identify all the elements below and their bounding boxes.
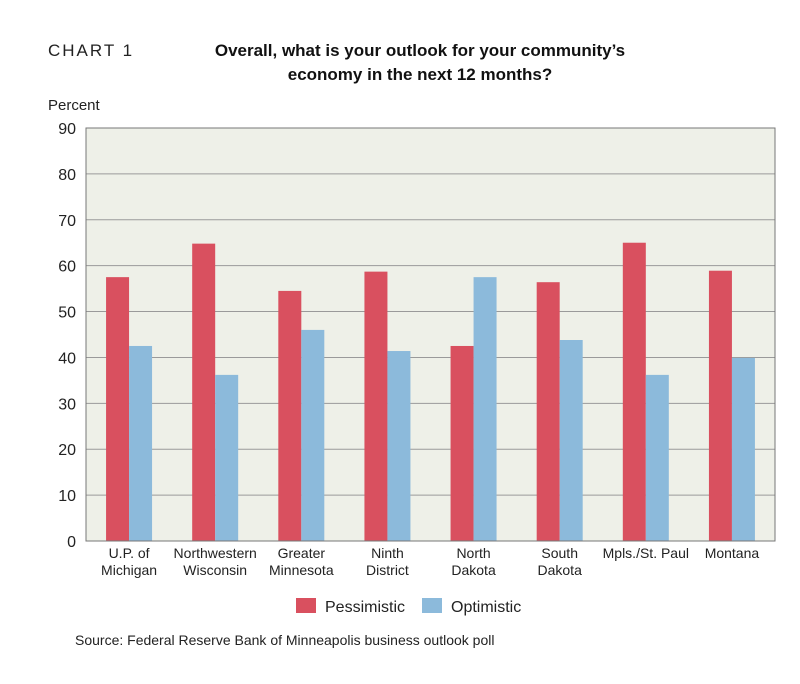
chart-title-line-2: economy in the next 12 months? xyxy=(288,65,553,84)
legend-label-pessimistic: Pessimistic xyxy=(325,599,405,616)
bar-pessimistic xyxy=(708,270,732,541)
bar-optimistic xyxy=(129,345,153,541)
y-tick-label: 0 xyxy=(67,534,76,551)
bar-optimistic xyxy=(645,374,669,541)
legend-label-optimistic: Optimistic xyxy=(451,599,521,616)
bar-pessimistic xyxy=(536,282,560,541)
plot-area xyxy=(86,128,775,541)
y-tick-label: 70 xyxy=(58,213,76,230)
y-tick-label: 20 xyxy=(58,442,76,459)
x-tick-label: Minnesota xyxy=(269,562,334,578)
y-tick-label: 40 xyxy=(58,350,76,367)
bar-pessimistic xyxy=(450,345,474,541)
bar-optimistic xyxy=(387,351,411,541)
x-tick-label: District xyxy=(366,562,409,578)
x-tick-label: Mpls./St. Paul xyxy=(603,545,689,561)
x-tick-label: Ninth xyxy=(371,545,404,561)
y-axis-label: Percent xyxy=(48,97,101,114)
bar-optimistic xyxy=(215,374,239,541)
x-tick-label: Michigan xyxy=(101,562,157,578)
y-tick-label: 10 xyxy=(58,488,76,505)
legend-swatch-pessimistic xyxy=(296,598,316,613)
legend-swatch-optimistic xyxy=(422,598,442,613)
x-tick-label: Dakota xyxy=(451,562,496,578)
y-tick-label: 90 xyxy=(58,121,76,138)
bars xyxy=(106,242,755,541)
bar-pessimistic xyxy=(364,271,388,541)
bar-pessimistic xyxy=(622,242,646,541)
bar-optimistic xyxy=(559,340,583,541)
y-tick-labels: 0 10 20 30 40 50 60 70 80 90 xyxy=(58,121,76,551)
plot-frame xyxy=(85,127,776,542)
x-tick-label: Montana xyxy=(705,545,760,561)
y-tick-label: 60 xyxy=(58,259,76,276)
y-tick-label: 80 xyxy=(58,167,76,184)
x-tick-label: Wisconsin xyxy=(183,562,247,578)
x-tick-label: Greater xyxy=(278,545,326,561)
x-tick-label: Northwestern xyxy=(174,545,257,561)
x-tick-label: U.P. of xyxy=(109,545,150,561)
bar-pessimistic xyxy=(106,277,130,541)
legend: Pessimistic Optimistic xyxy=(296,598,521,616)
source-note: Source: Federal Reserve Bank of Minneapo… xyxy=(75,632,494,648)
bar-optimistic xyxy=(473,277,497,541)
chart-title-line-1: Overall, what is your outlook for your c… xyxy=(215,41,625,60)
bar-pessimistic xyxy=(278,290,302,541)
chart-number: CHART 1 xyxy=(48,41,134,60)
x-tick-label: Dakota xyxy=(538,562,583,578)
bar-pessimistic xyxy=(192,243,216,541)
x-tick-label: North xyxy=(456,545,490,561)
bar-optimistic xyxy=(731,357,755,541)
y-tick-label: 50 xyxy=(58,305,76,322)
x-tick-label: South xyxy=(541,545,578,561)
bar-optimistic xyxy=(301,329,325,541)
y-tick-label: 30 xyxy=(58,396,76,413)
